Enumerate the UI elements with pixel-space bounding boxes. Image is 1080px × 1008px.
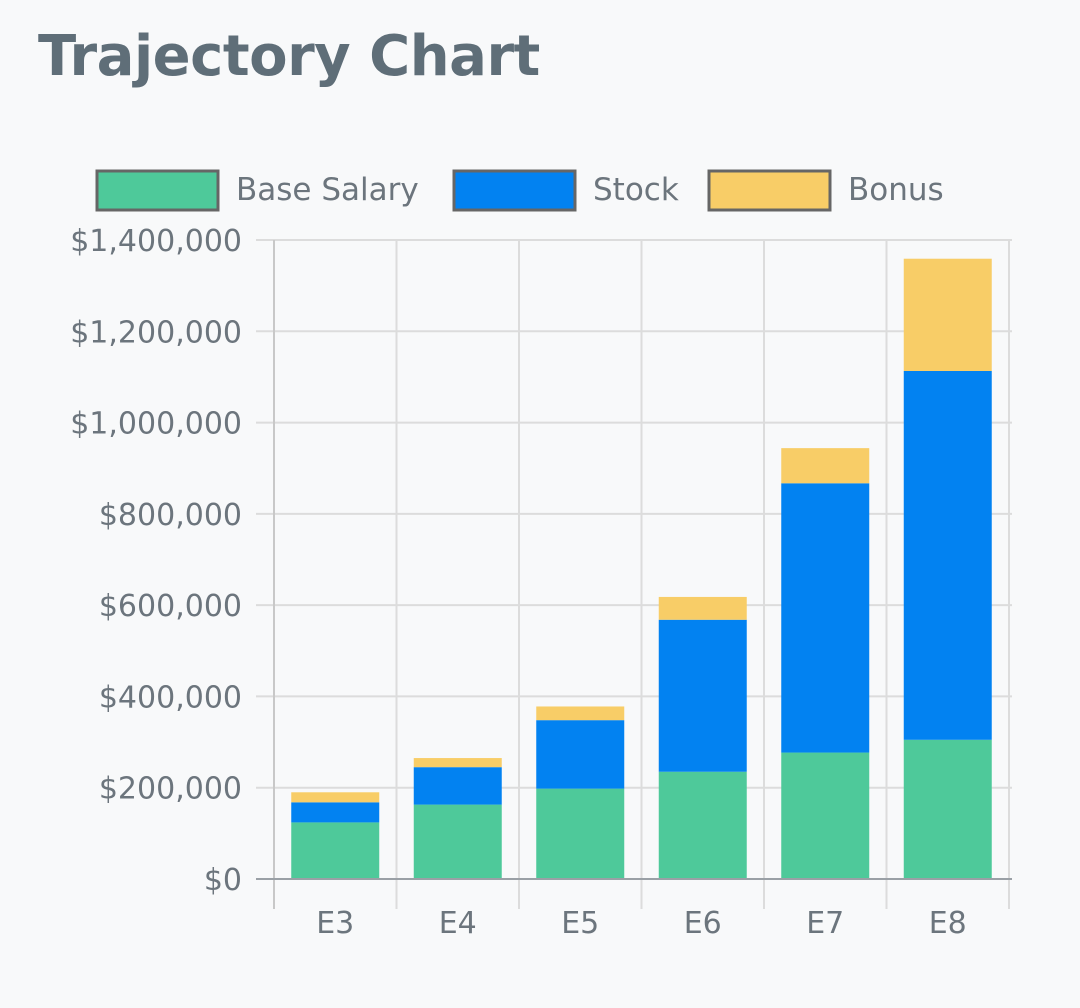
bar-base-salary-e8[interactable] xyxy=(903,739,992,879)
bar-base-salary-e3[interactable] xyxy=(291,822,380,879)
y-tick-label: $1,400,000 xyxy=(70,224,242,259)
y-tick-label: $1,200,000 xyxy=(70,315,242,350)
bar-bonus-e4[interactable] xyxy=(413,758,502,768)
bar-stock-e5[interactable] xyxy=(536,720,625,789)
bar-stock-e8[interactable] xyxy=(903,370,992,740)
x-tick-label: E5 xyxy=(561,906,599,941)
bar-base-salary-e6[interactable] xyxy=(658,771,747,879)
y-tick-label: $600,000 xyxy=(99,589,242,624)
bar-base-salary-e4[interactable] xyxy=(413,804,502,879)
bar-bonus-e3[interactable] xyxy=(291,792,380,803)
y-axis-tick-labels: $0 $200,000 $400,000 $600,000 $800,000 $1,000… xyxy=(70,224,242,898)
bar-bonus-e7[interactable] xyxy=(781,448,870,484)
x-tick-label: E7 xyxy=(806,906,844,941)
bar-stock-e3[interactable] xyxy=(291,802,380,823)
legend-swatch-base-salary[interactable] xyxy=(95,169,220,212)
chart-title: Trajectory Chart xyxy=(38,24,540,89)
bar-stock-e6[interactable] xyxy=(658,619,747,772)
y-tick-label: $0 xyxy=(204,863,242,898)
bar-base-salary-e5[interactable] xyxy=(536,788,625,879)
bar-base-salary-e7[interactable] xyxy=(781,752,870,879)
y-tick-label: $400,000 xyxy=(99,680,242,715)
x-tick-label: E4 xyxy=(439,906,477,941)
x-tick-label: E6 xyxy=(684,906,722,941)
legend-swatch-bonus[interactable] xyxy=(707,169,832,212)
bar-stock-e4[interactable] xyxy=(413,767,502,805)
bar-bonus-e6[interactable] xyxy=(658,596,747,620)
legend-label-base-salary[interactable]: Base Salary xyxy=(236,172,419,208)
legend-swatch-stock[interactable] xyxy=(452,169,577,212)
x-tick-label: E8 xyxy=(929,906,967,941)
legend: Base Salary Stock Bonus xyxy=(95,169,944,212)
grid-lines xyxy=(256,239,1012,909)
x-axis-tick-labels: E3 E4 E5 E6 E7 E8 xyxy=(316,906,967,941)
legend-label-stock[interactable]: Stock xyxy=(593,172,679,208)
bar-bonus-e8[interactable] xyxy=(903,258,992,371)
bar-bonus-e5[interactable] xyxy=(536,706,625,721)
y-tick-label: $800,000 xyxy=(99,498,242,533)
bar-stock-e7[interactable] xyxy=(781,483,870,753)
legend-label-bonus[interactable]: Bonus xyxy=(848,172,944,208)
bars xyxy=(291,258,992,879)
y-tick-label: $200,000 xyxy=(99,772,242,807)
x-tick-label: E3 xyxy=(316,906,354,941)
y-tick-label: $1,000,000 xyxy=(70,407,242,442)
